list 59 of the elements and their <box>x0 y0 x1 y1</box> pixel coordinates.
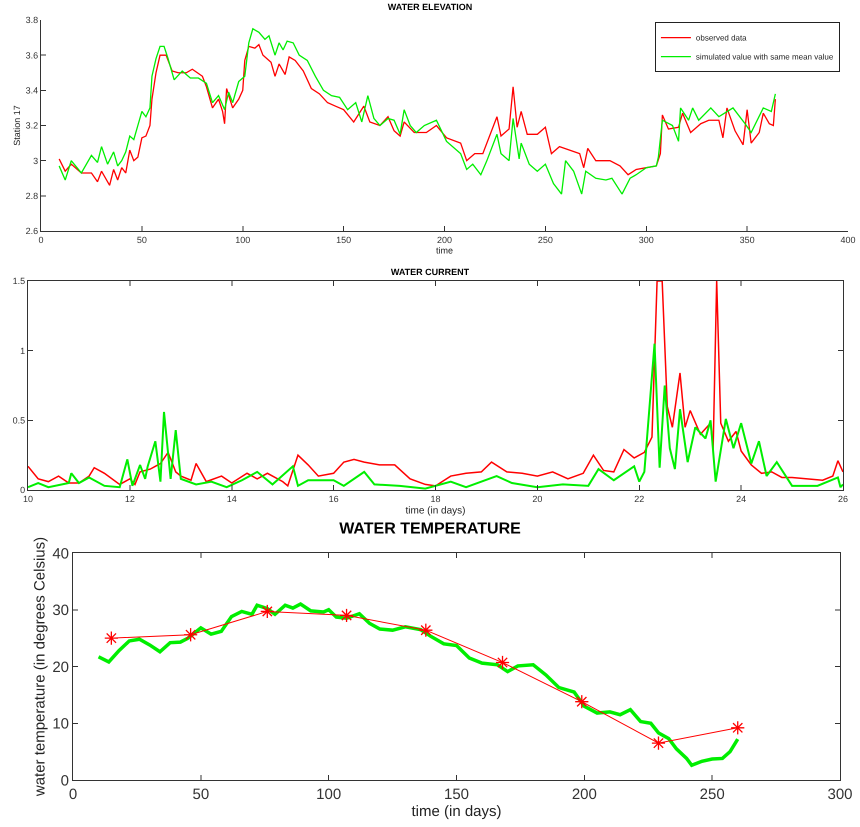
x-tick-label: 26 <box>838 494 848 504</box>
x-tick-label: 250 <box>538 234 553 245</box>
point <box>104 630 119 646</box>
y-tick-label: 10 <box>52 716 69 732</box>
x-tick-label: 20 <box>532 494 542 504</box>
point <box>260 604 275 619</box>
y-tick-label: 3.6 <box>26 50 38 60</box>
legend-label: simulated value with same mean value <box>696 52 834 62</box>
line-series <box>28 281 843 487</box>
point <box>495 655 510 670</box>
x-tick-label: 400 <box>840 234 856 245</box>
x-tick-label: 22 <box>634 494 644 504</box>
x-axis-title: time <box>436 246 454 256</box>
x-tick-label: 200 <box>572 786 597 803</box>
x-tick-label: 300 <box>827 786 853 803</box>
x-tick-label: 100 <box>235 234 250 245</box>
x-tick-label: 250 <box>700 786 725 803</box>
x-tick-label: 150 <box>336 234 352 245</box>
x-tick-label: 24 <box>736 494 746 504</box>
y-tick-label: 1.5 <box>12 276 26 286</box>
point <box>418 622 434 638</box>
x-tick-label: 300 <box>638 234 654 245</box>
point <box>339 608 354 623</box>
x-tick-label: 12 <box>124 494 135 504</box>
y-tick-label: 0 <box>20 485 26 496</box>
y-tick-label: 30 <box>52 602 69 619</box>
x-tick-label: 50 <box>136 234 147 245</box>
legend-label: observed data <box>696 34 748 43</box>
point <box>183 627 198 642</box>
y-tick-label: 0 <box>60 772 69 790</box>
point <box>730 720 745 736</box>
x-axis-title: time (in days) <box>405 505 466 516</box>
y-axis-title: Station 17 <box>12 105 22 146</box>
x-tick-label: 18 <box>430 494 441 504</box>
chart-title: WATER CURRENT <box>390 267 470 278</box>
point <box>574 694 590 709</box>
x-tick-label: 150 <box>444 786 470 803</box>
x-tick-label: 16 <box>328 494 339 504</box>
y-tick-label: 20 <box>52 658 69 676</box>
y-tick-label: 3.8 <box>26 15 38 26</box>
chart-title: WATER ELEVATION <box>388 2 472 12</box>
x-tick-label: 50 <box>192 786 210 803</box>
x-tick-label: 200 <box>436 234 452 245</box>
line-series <box>28 342 843 490</box>
y-tick-label: 40 <box>52 545 69 562</box>
point <box>651 736 666 750</box>
y-tick-label: 2.8 <box>26 190 38 201</box>
y-tick-label: 2.6 <box>26 226 38 236</box>
x-tick-label: 350 <box>740 234 755 245</box>
y-tick-label: 3.4 <box>26 85 38 96</box>
x-axis-title: time (in days) <box>411 803 502 820</box>
y-tick-label: 3.2 <box>26 120 38 131</box>
y-tick-label: 3 <box>33 156 38 166</box>
y-axis-title: water temperature (in degrees Celsius) <box>32 536 49 798</box>
x-tick-label: 100 <box>316 786 342 803</box>
chart-title: WATER TEMPERATURE <box>339 520 522 538</box>
x-tick-label: 14 <box>226 494 237 504</box>
y-tick-label: 1 <box>20 346 26 356</box>
y-tick-label: 0.5 <box>12 415 26 426</box>
